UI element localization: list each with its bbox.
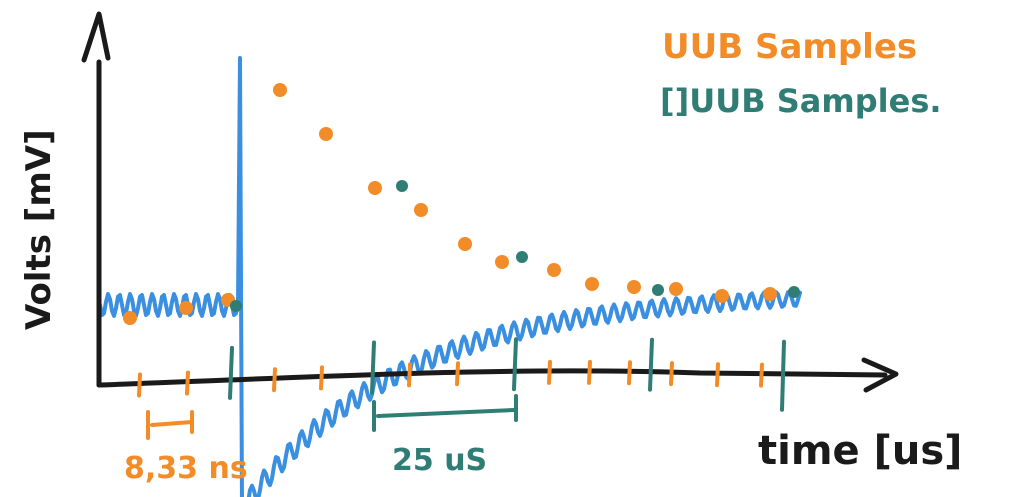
ub-sample-point — [179, 301, 193, 315]
ub-tick — [759, 362, 764, 388]
ub-tick — [319, 365, 324, 391]
uub-sample-point — [652, 284, 664, 296]
uub-interval-label: 25 uS — [392, 443, 487, 478]
ub-sample-point — [669, 282, 683, 296]
uub-sample-points — [230, 180, 800, 312]
x-axis-label: time [us] — [758, 428, 962, 474]
ub-tick — [547, 359, 552, 385]
ub-tick — [627, 360, 632, 386]
uub-tick — [370, 340, 376, 395]
ub-tick — [715, 362, 720, 388]
ub-sample-point — [319, 127, 333, 141]
uub-sample-point — [230, 300, 242, 312]
legend-uub-samples: []UUB Samples. — [660, 82, 942, 120]
ub-tick — [455, 361, 460, 387]
signal-trace — [98, 56, 802, 497]
legend-ub-samples: UUB Samples — [662, 27, 917, 67]
ub-sample-point — [414, 203, 428, 217]
ub-tick — [137, 372, 142, 398]
ub-sample-point — [627, 280, 641, 294]
uub-sample-point — [396, 180, 408, 192]
ub-tick — [587, 359, 592, 385]
uub-sample-point — [516, 251, 528, 263]
uub-interval-bracket — [372, 394, 518, 432]
ub-sample-points — [123, 83, 777, 325]
ub-sample-point — [763, 287, 777, 301]
ub-sample-point — [273, 83, 287, 97]
y-axis-label: Volts [mV] — [19, 129, 59, 330]
ub-tick — [669, 361, 674, 387]
ub-sample-point — [368, 181, 382, 195]
ub-tick — [185, 370, 190, 396]
uub-sample-point — [788, 286, 800, 298]
x-axis — [96, 368, 888, 388]
y-axis-arrowhead — [81, 11, 111, 63]
ub-tick — [407, 362, 412, 388]
x-axis-arrowhead — [861, 357, 899, 393]
axis-ticks — [137, 337, 786, 412]
uub-tick — [648, 337, 654, 392]
ub-interval-label: 8,33 ns — [124, 451, 248, 486]
ub-sample-point — [585, 277, 599, 291]
ub-tick — [272, 367, 277, 393]
ub-sample-point — [547, 263, 561, 277]
uub-tick — [780, 339, 786, 412]
uub-tick — [228, 345, 234, 400]
ub-sample-point — [123, 311, 137, 325]
uub-tick — [512, 337, 518, 392]
ub-interval-bracket — [146, 410, 194, 440]
ub-sample-point — [495, 255, 509, 269]
ub-sample-point — [458, 237, 472, 251]
ub-sample-point — [715, 289, 729, 303]
